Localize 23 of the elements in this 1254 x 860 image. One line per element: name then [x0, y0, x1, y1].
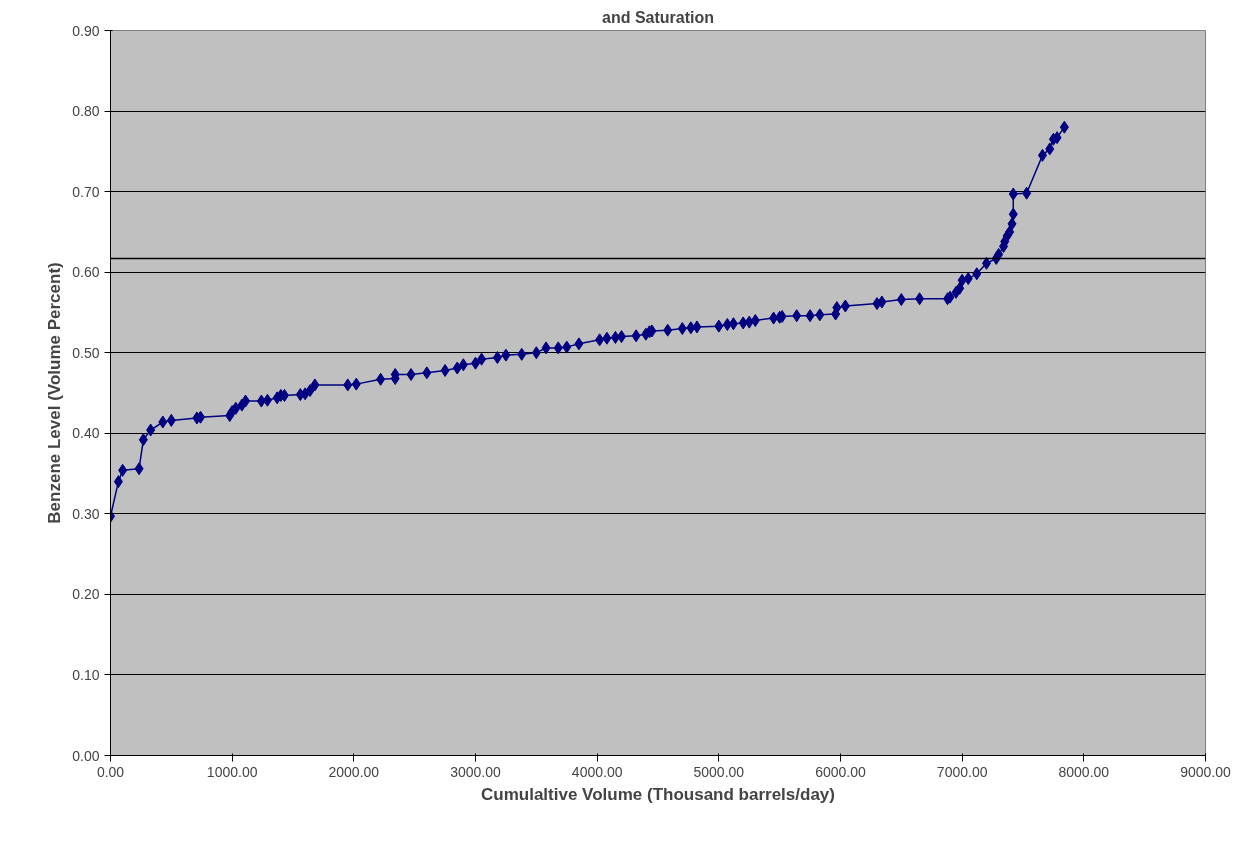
y-axis-title: Benzene Level (Volume Percent) [45, 262, 65, 524]
y-tick-label: 0.70 [72, 183, 100, 200]
x-tick-label: 2000.00 [328, 763, 380, 780]
x-tick-label: 3000.00 [450, 763, 502, 780]
x-tick-label: 1000.00 [206, 763, 258, 780]
y-tick-label: 0.00 [72, 747, 100, 764]
y-tick-label: 0.80 [72, 103, 100, 120]
x-tick-label: 0.00 [96, 763, 125, 780]
y-tick-label: 0.90 [72, 22, 100, 39]
y-tick-label: 0.40 [72, 425, 100, 442]
x-tick-label: 7000.00 [936, 763, 988, 780]
y-tick-label: 0.50 [72, 344, 100, 361]
y-tick-label: 0.30 [72, 505, 100, 522]
chart-title: and Saturation [602, 8, 715, 26]
y-tick-label: 0.60 [72, 264, 100, 281]
x-axis-title: Cumulaltive Volume (Thousand barrels/day) [481, 784, 835, 804]
x-tick-label: 5000.00 [693, 763, 745, 780]
y-tick-label: 0.10 [72, 666, 100, 683]
x-tick-label: 4000.00 [571, 763, 623, 780]
y-tick-label: 0.20 [72, 586, 100, 603]
x-tick-label: 6000.00 [815, 763, 867, 780]
x-tick-label: 8000.00 [1058, 763, 1110, 780]
x-tick-label: 9000.00 [1180, 763, 1232, 780]
